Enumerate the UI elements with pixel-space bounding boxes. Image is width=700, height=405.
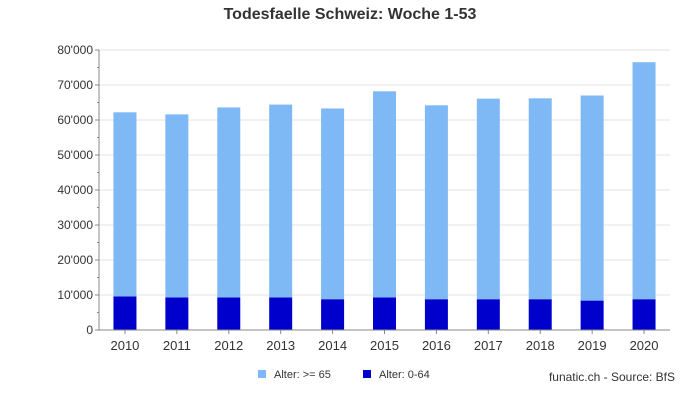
bar-segment-2010-age-65-plus xyxy=(113,112,137,297)
x-tick-label: 2013 xyxy=(266,338,295,353)
x-tick-label: 2014 xyxy=(318,338,347,353)
bars xyxy=(113,62,656,330)
y-tick-label: 20'000 xyxy=(57,253,93,267)
bar-segment-2016-age-0-64 xyxy=(424,299,448,330)
bar-segment-2018-age-0-64 xyxy=(528,299,552,330)
legend: Alter: >= 65 Alter: 0-64 xyxy=(258,369,430,381)
axes: 0 10'000 20'000 30'000 40'000 50'000 60'000 70'… xyxy=(57,43,670,353)
x-tick-label: 2015 xyxy=(370,338,399,353)
bar-segment-2014-age-0-64 xyxy=(321,299,345,330)
bar-segment-2016-age-65-plus xyxy=(424,105,448,300)
y-tick-label: 10'000 xyxy=(57,288,93,302)
bar-segment-2011-age-0-64 xyxy=(165,297,189,330)
bar-segment-2019-age-0-64 xyxy=(580,300,604,330)
x-tick-label: 2019 xyxy=(578,338,607,353)
x-tick-label: 2016 xyxy=(422,338,451,353)
bar-segment-2012-age-0-64 xyxy=(217,297,241,330)
bar-segment-2017-age-65-plus xyxy=(476,98,500,300)
x-tick-label: 2018 xyxy=(526,338,555,353)
bar-segment-2011-age-65-plus xyxy=(165,114,189,298)
bar-segment-2019-age-65-plus xyxy=(580,95,604,301)
x-tick-label: 2010 xyxy=(110,338,139,353)
bar-segment-2014-age-65-plus xyxy=(321,108,345,300)
bar-segment-2013-age-65-plus xyxy=(269,104,293,298)
chart-title: Todesfaelle Schweiz: Woche 1-53 xyxy=(224,6,477,23)
y-tick-label: 0 xyxy=(86,323,93,337)
source-note: funatic.ch - Source: BfS xyxy=(549,370,675,384)
bar-segment-2015-age-0-64 xyxy=(373,297,396,330)
legend-label: Alter: 0-64 xyxy=(379,369,430,381)
bar-segment-2017-age-0-64 xyxy=(476,299,500,330)
bar-segment-2018-age-65-plus xyxy=(528,98,552,300)
x-tick-label: 2020 xyxy=(630,338,659,353)
legend-label: Alter: >= 65 xyxy=(274,369,331,381)
bar-segment-2010-age-0-64 xyxy=(113,296,137,330)
x-tick-label: 2017 xyxy=(474,338,503,353)
legend-swatch xyxy=(363,370,371,378)
bar-segment-2015-age-65-plus xyxy=(373,91,396,298)
y-tick-label: 70'000 xyxy=(57,78,93,92)
bar-segment-2020-age-65-plus xyxy=(632,62,656,300)
y-tick-label: 60'000 xyxy=(57,113,93,127)
y-tick-label: 80'000 xyxy=(57,43,93,57)
y-tick-label: 30'000 xyxy=(57,218,93,232)
bar-segment-2012-age-65-plus xyxy=(217,107,241,298)
y-tick-label: 50'000 xyxy=(57,148,93,162)
legend-swatch xyxy=(258,370,266,378)
bar-segment-2013-age-0-64 xyxy=(269,297,293,330)
x-tick-label: 2011 xyxy=(163,338,191,353)
x-tick-label: 2012 xyxy=(214,338,243,353)
y-tick-label: 40'000 xyxy=(57,183,93,197)
bar-segment-2020-age-0-64 xyxy=(632,299,656,330)
